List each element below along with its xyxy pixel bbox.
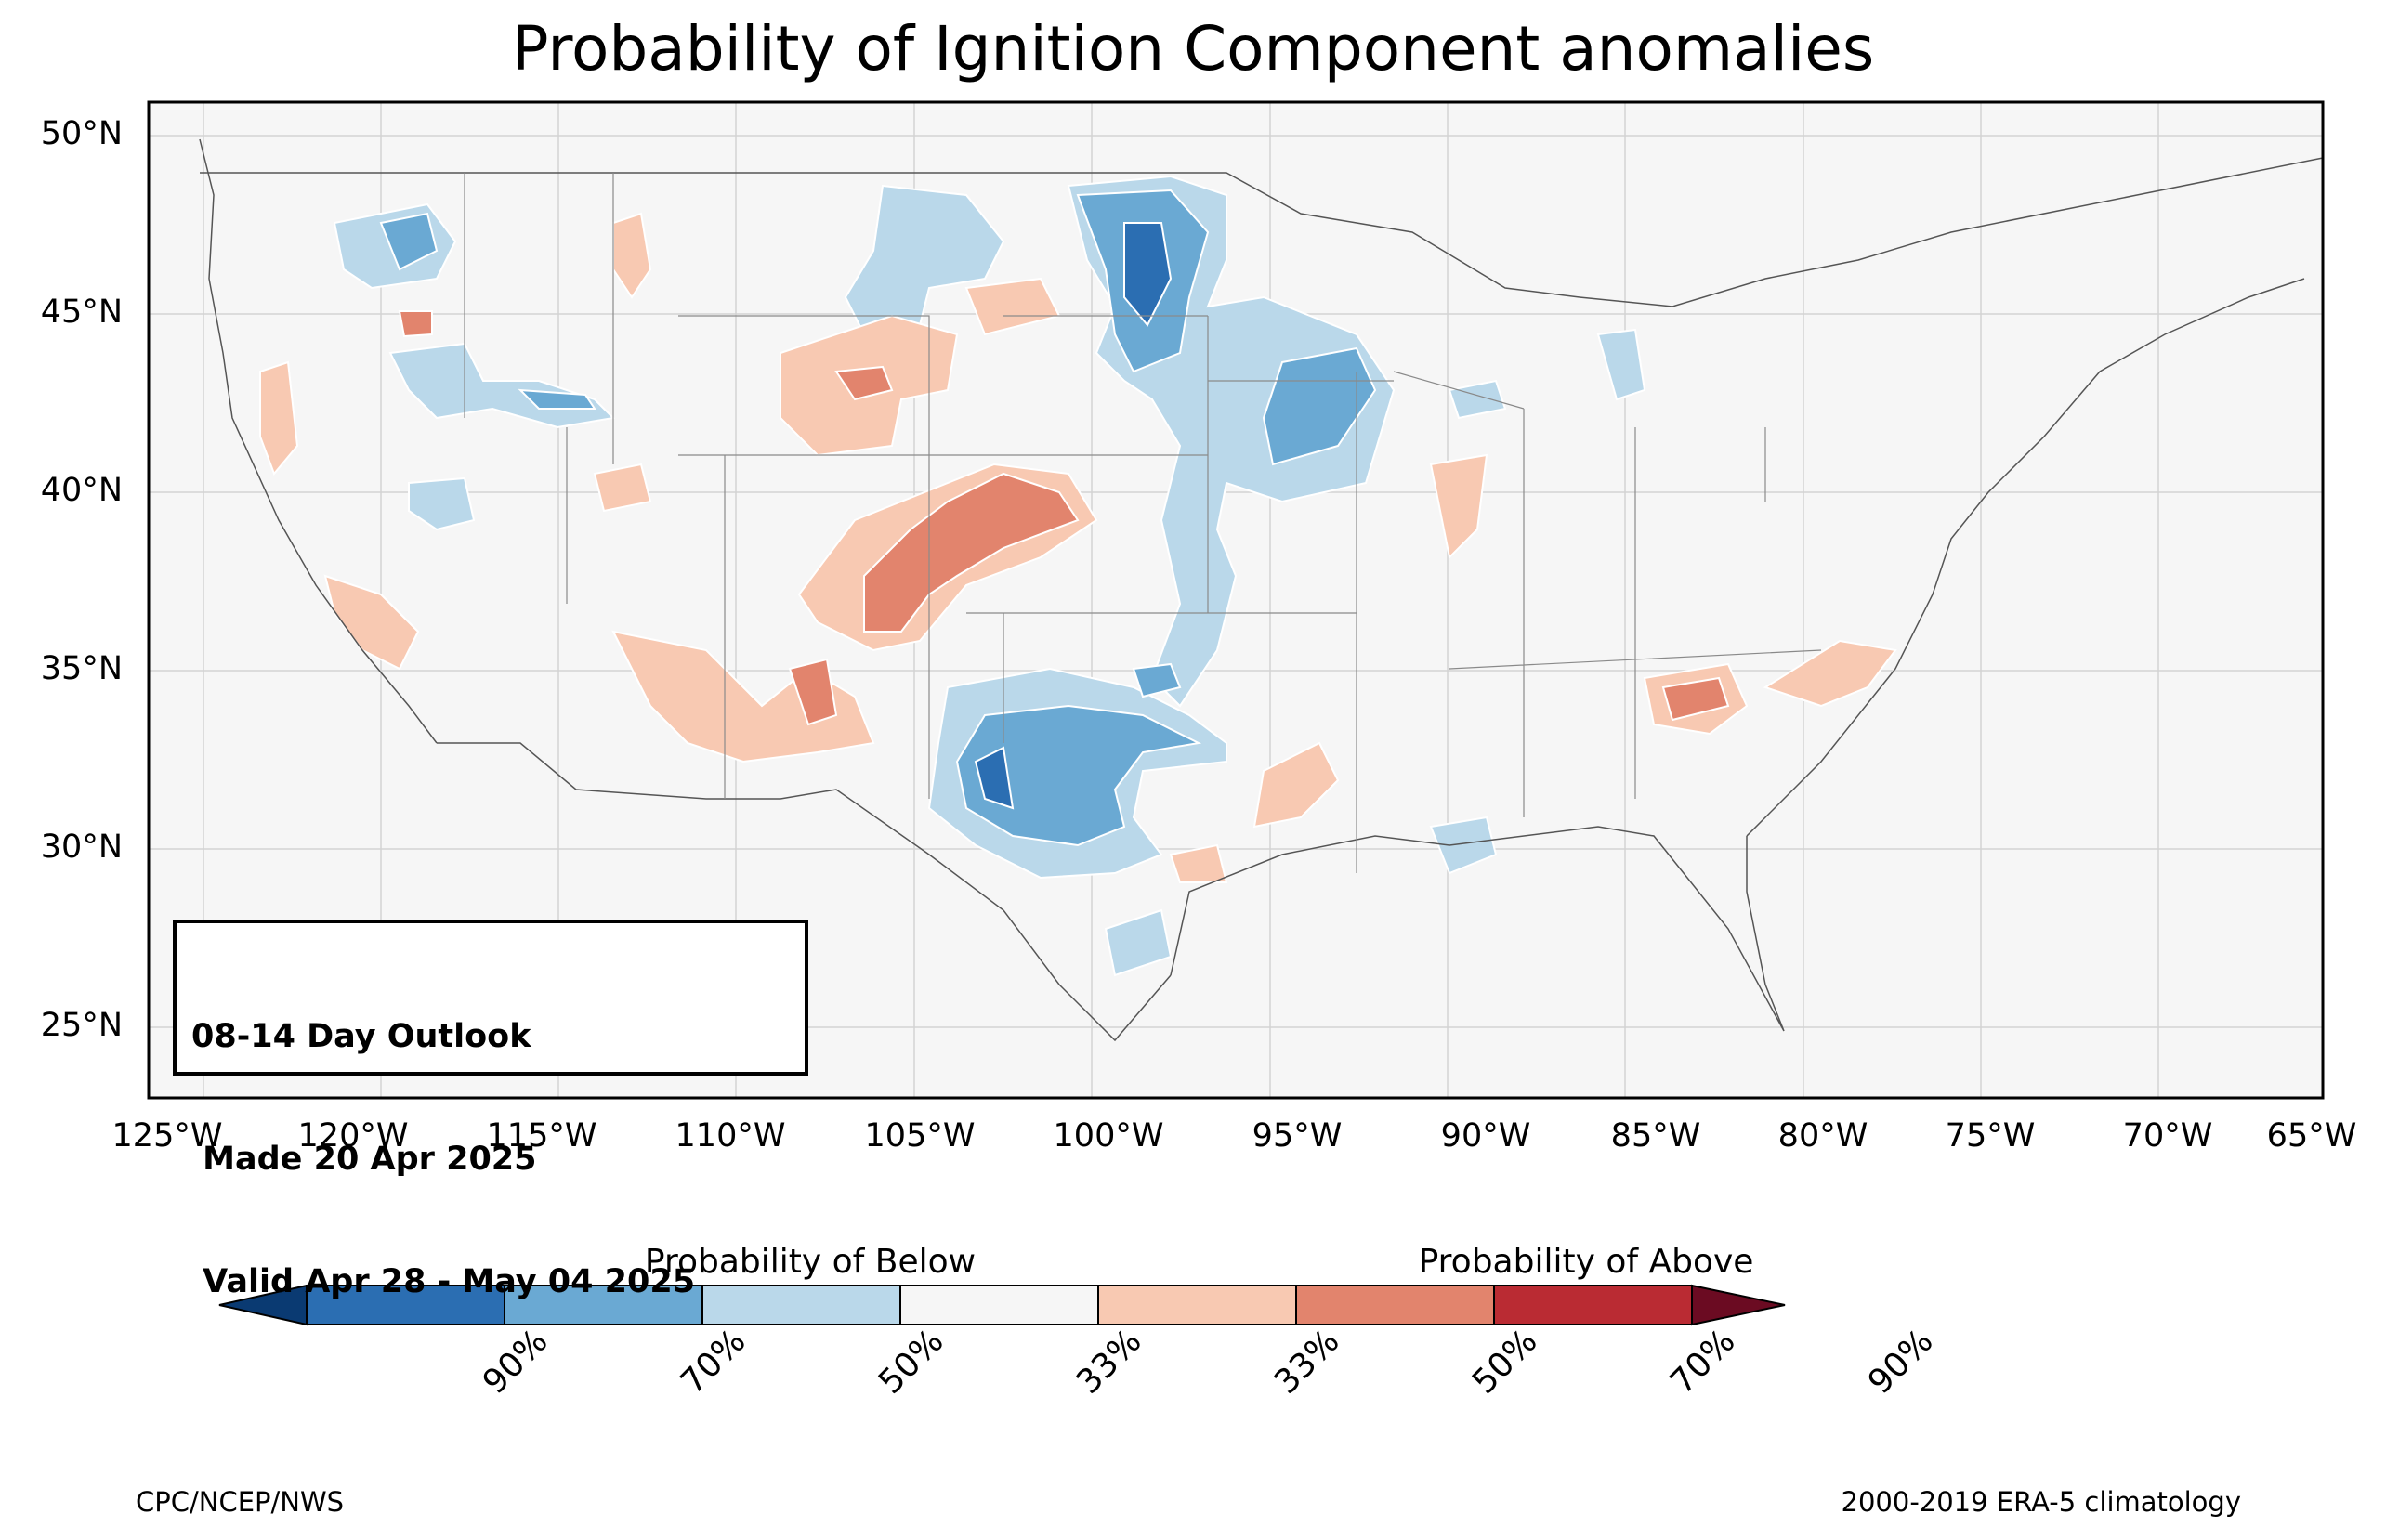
above-33-region-texas [1169,843,1228,883]
us-canada-border [200,157,2324,307]
atlantic-coast [1746,278,2305,837]
below-33-region-dakotas [844,184,1005,336]
lat-label-25n: 25°N [40,1007,123,1044]
outlook-made-date: Made 20 Apr 2025 [191,1141,537,1178]
colorbar-segment [1493,1285,1693,1325]
below-70-region-dakota [1123,222,1173,327]
lat-label-40n: 40°N [40,472,123,509]
below-33-region-great-lakes [1596,328,1646,401]
lon-label-70w: 70°W [2122,1117,2213,1155]
above-50-region-georgia [1661,676,1730,722]
above-33-region-california [259,360,299,476]
colorbar-segment [701,1285,901,1325]
lon-label-75w: 75°W [1945,1117,2036,1155]
below-50-region-idaho [518,388,596,410]
colorbar-above-heading: Probability of Above [1418,1243,1754,1281]
gulf-coast [1170,826,1785,1032]
above-33-region-carolina [1763,639,1897,708]
lon-label-115w: 115°W [486,1117,597,1155]
credit-source: CPC/NCEP/NWS [136,1486,345,1518]
lat-label-45n: 45°N [40,294,123,331]
boundaries [199,138,2324,1042]
colorbar-segment [1295,1285,1495,1325]
colorbar-segment [306,1285,505,1325]
above-33-region-utah [593,463,652,513]
colorbar-segment [899,1285,1099,1325]
credit-climatology: 2000-2019 ERA-5 climatology [1841,1486,2241,1518]
map-title: Probability of Ignition Component anomal… [511,13,1875,85]
us-mexico-border [437,742,1172,1042]
colorbar-segment [1097,1285,1297,1325]
lon-label-80w: 80°W [1777,1117,1868,1155]
below-50-region-iowa [1262,346,1377,466]
state-lines [464,173,1822,873]
below-50-region-oregon [379,212,439,271]
above-33-region-louisiana [1252,741,1340,829]
below-33-region-texas-coast [1104,908,1173,977]
below-50-region-south-plains [955,704,1202,847]
above-33-region-indiana [1429,453,1488,560]
lon-label-120w: 120°W [297,1117,409,1155]
below-33-region-illinois [1448,379,1507,420]
above-33-region-socal [323,574,420,671]
above-50-region-oregon [398,310,433,338]
lat-label-35n: 35°N [40,650,123,687]
lon-label-95w: 95°W [1252,1117,1343,1155]
lat-label-30n: 30°N [40,829,123,866]
lon-label-110w: 110°W [675,1117,786,1155]
below-50-region-oklahoma [1132,662,1182,698]
outlook-valid-range: Valid Apr 28 - May 04 2025 [191,1263,696,1300]
below-33-region-nevada [408,476,476,531]
below-33-region-louisiana [1429,816,1498,875]
colorbar [218,1284,1786,1326]
above-50-region-wyoming [834,365,894,401]
lon-label-65w: 65°W [2266,1117,2357,1155]
lon-label-100w: 100°W [1053,1117,1164,1155]
map-frame [147,100,2325,1100]
us-coastline-west [199,138,438,744]
lon-label-90w: 90°W [1440,1117,1531,1155]
lat-label-50n: 50°N [40,115,123,152]
above-33-region-new-mexico [611,630,875,763]
outlook-info-box: 08-14 Day Outlook Made 20 Apr 2025 Valid… [173,920,808,1300]
above-50-region-colorado [863,472,1080,633]
lon-label-105w: 105°W [864,1117,976,1155]
lon-label-85w: 85°W [1610,1117,1701,1155]
outlook-period: 08-14 Day Outlook [191,1018,531,1055]
below-70-region-texas [974,746,1015,810]
colorbar-extend-high [1691,1284,1786,1326]
above-50-region-new-mexico [788,658,838,726]
lon-label-125w: 125°W [111,1117,223,1155]
colorbar-below-heading: Probability of Below [644,1243,977,1281]
